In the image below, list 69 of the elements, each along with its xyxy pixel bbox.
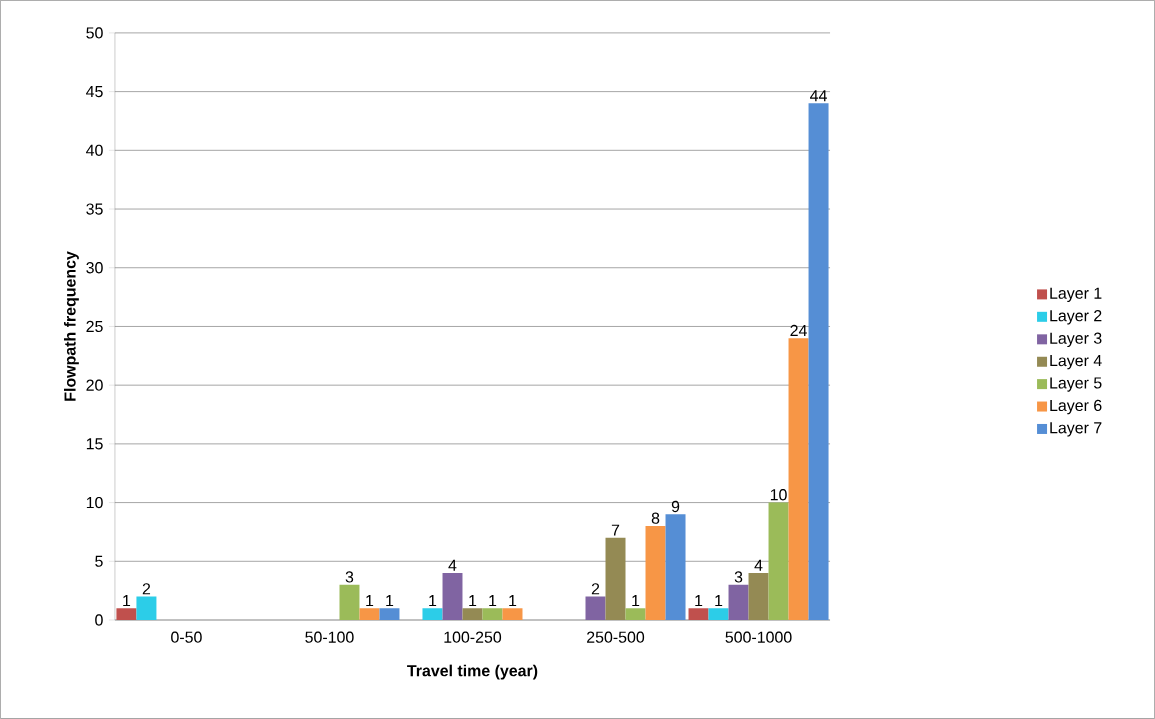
bar xyxy=(748,573,769,621)
bar xyxy=(728,584,749,621)
data-label: 1 xyxy=(386,595,394,607)
data-label: 1 xyxy=(715,595,723,607)
data-label: 4 xyxy=(754,559,763,571)
data-label: 3 xyxy=(734,571,743,583)
y-tick-label: 0 xyxy=(95,614,103,626)
y-tick-label: 5 xyxy=(95,555,103,567)
data-label: 1 xyxy=(489,595,497,607)
bar xyxy=(645,526,666,621)
x-tick-label: 100-250 xyxy=(444,631,502,643)
data-label: 1 xyxy=(469,595,477,607)
bar xyxy=(422,608,443,621)
data-label: 1 xyxy=(632,595,640,607)
y-axis-title: Flowpath frequency xyxy=(63,251,79,401)
data-label: 8 xyxy=(651,512,660,524)
data-label: 1 xyxy=(509,595,517,607)
data-label: 2 xyxy=(591,583,600,595)
y-tick-label: 40 xyxy=(86,144,103,156)
y-tick-label: 15 xyxy=(86,438,103,450)
y-tick-label: 50 xyxy=(86,27,103,39)
data-label: 24 xyxy=(790,324,807,337)
x-tick-label: 0-50 xyxy=(171,631,202,643)
y-tick-label: 20 xyxy=(86,379,103,391)
bar xyxy=(136,596,157,621)
data-label: 2 xyxy=(142,583,151,595)
bar xyxy=(359,608,380,621)
bar xyxy=(585,596,606,621)
bar xyxy=(116,608,137,621)
data-label: 1 xyxy=(429,595,437,607)
data-label: 1 xyxy=(123,595,131,607)
legend-label: Layer 7 xyxy=(1050,422,1102,437)
bar xyxy=(379,608,400,621)
y-tick-label: 25 xyxy=(86,320,103,333)
legend-label: Layer 6 xyxy=(1050,399,1102,415)
bar xyxy=(665,514,686,621)
bar xyxy=(339,584,360,621)
bar xyxy=(462,608,483,621)
data-label: 4 xyxy=(448,559,457,571)
data-label: 10 xyxy=(770,489,787,501)
data-label: 7 xyxy=(611,524,620,536)
y-tick-label: 45 xyxy=(86,86,103,98)
y-tick-label: 10 xyxy=(86,496,103,509)
bar xyxy=(502,608,523,621)
legend-label: Layer 5 xyxy=(1050,377,1102,392)
data-label: 1 xyxy=(366,595,374,607)
x-tick-label: 50-100 xyxy=(305,631,354,643)
legend-label: Layer 2 xyxy=(1050,310,1102,325)
data-label: 1 xyxy=(695,595,703,607)
bar xyxy=(768,502,789,621)
data-label: 44 xyxy=(810,90,827,102)
data-label: 3 xyxy=(345,571,354,583)
legend-label: Layer 1 xyxy=(1050,287,1102,303)
x-tick-label: 500-1000 xyxy=(725,631,792,643)
bar xyxy=(482,608,503,621)
bar xyxy=(688,608,709,621)
bar xyxy=(808,103,829,621)
x-axis-title: Travel time (year) xyxy=(407,664,538,680)
x-tick-label: 250-500 xyxy=(587,631,645,643)
legend-label: Layer 3 xyxy=(1050,332,1102,348)
data-label: 9 xyxy=(671,500,680,513)
bar xyxy=(625,608,646,621)
legend-label: Layer 4 xyxy=(1050,355,1102,370)
y-tick-label: 30 xyxy=(86,262,103,274)
bar xyxy=(605,537,626,621)
bar xyxy=(708,608,729,621)
bar xyxy=(442,573,463,621)
bar xyxy=(788,338,809,621)
y-tick-label: 35 xyxy=(86,203,103,215)
